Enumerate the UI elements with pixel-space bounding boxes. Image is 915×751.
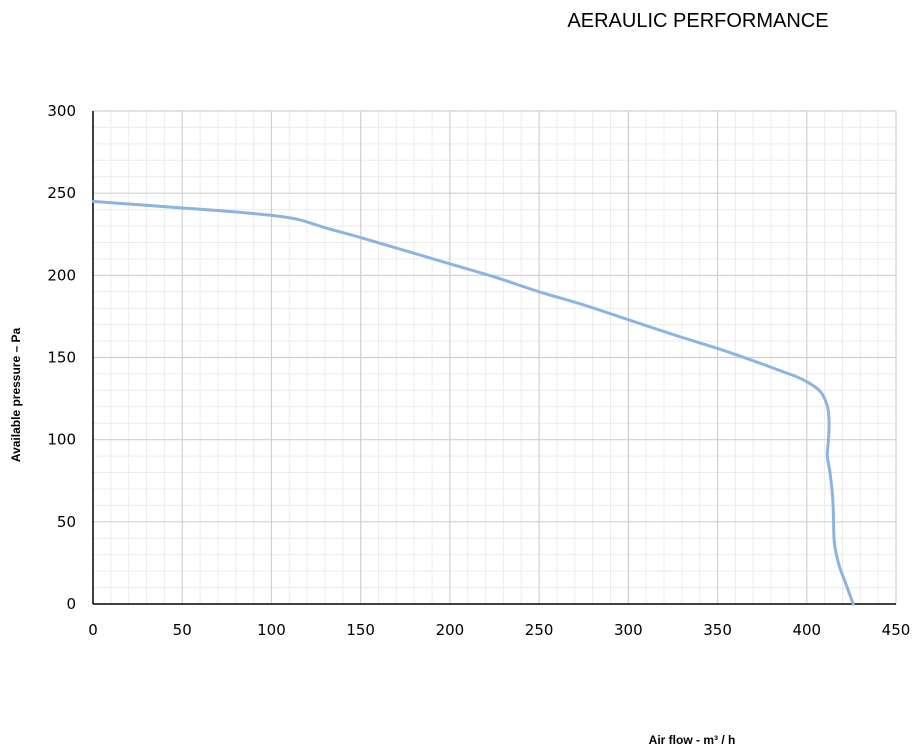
y-tick-label: 250 [47, 184, 76, 202]
y-axis-label: Available pressure – Pa [9, 328, 23, 463]
y-tick-label: 100 [47, 431, 76, 449]
x-tick-label: 250 [525, 621, 554, 639]
y-tick-label: 300 [47, 102, 76, 120]
x-tick-label: 0 [88, 621, 98, 639]
y-tick-labels: 0 50 100 150 200 250 300 [47, 102, 76, 613]
y-tick-label: 150 [47, 349, 76, 367]
x-tick-label: 300 [614, 621, 643, 639]
series-line [91, 199, 855, 606]
x-tick-label: 200 [436, 621, 465, 639]
y-tick-label: 200 [47, 266, 76, 284]
x-tick-label: 100 [257, 621, 286, 639]
major-grid [93, 110, 897, 604]
x-axis-label: Air flow - m³ / h [649, 733, 736, 747]
x-tick-labels: 0 50 100 150 200 250 300 350 400 450 [88, 621, 910, 639]
x-tick-label: 150 [346, 621, 375, 639]
series-layer [91, 199, 855, 606]
x-tick-label: 350 [703, 621, 732, 639]
x-tick-label: 450 [882, 621, 911, 639]
y-tick-label: 0 [66, 595, 76, 613]
y-tick-label: 50 [57, 513, 76, 531]
axes [92, 111, 896, 605]
x-tick-label: 50 [173, 621, 192, 639]
x-tick-label: 400 [792, 621, 821, 639]
chart-title: AERAULIC PERFORMANCE [567, 10, 828, 32]
